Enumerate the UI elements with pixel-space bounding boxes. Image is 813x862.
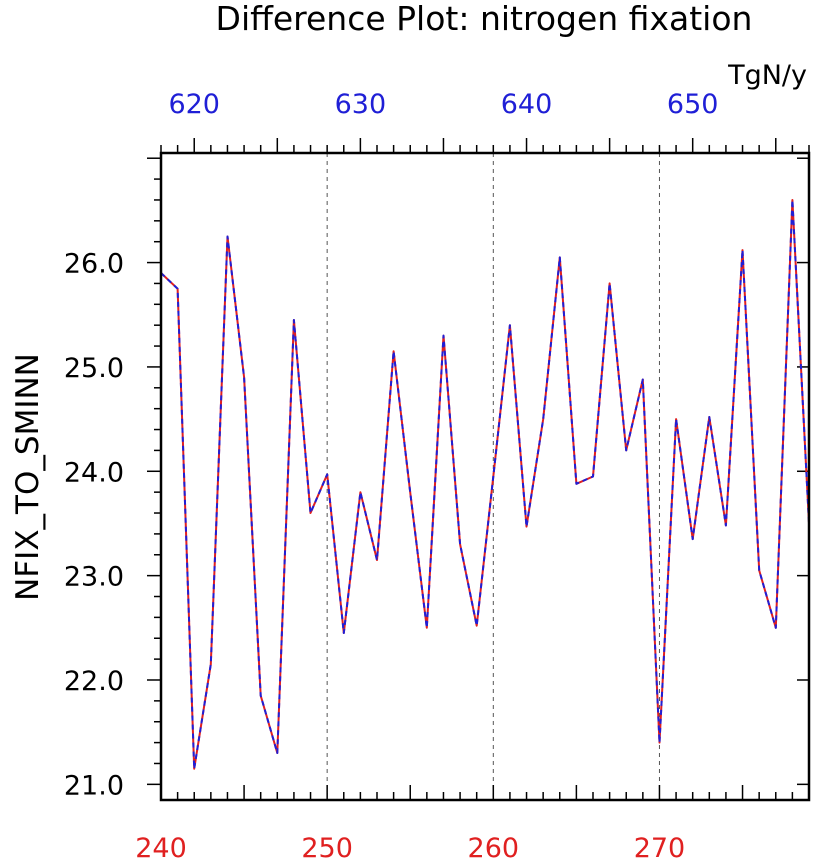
- data-series: [160, 199, 810, 770]
- chart-title: Difference Plot: nitrogen fixation: [216, 0, 753, 38]
- y-tick-label: 26.0: [64, 249, 124, 280]
- x-top-tick-label: 620: [168, 89, 220, 120]
- x-top-tick-label: 630: [335, 89, 387, 120]
- x-top-tick-label: 640: [501, 89, 553, 120]
- x-top-tick-label: 650: [667, 89, 719, 120]
- x-bottom-tick-label: 270: [634, 833, 686, 862]
- x-bottom-tick-label: 260: [468, 833, 520, 862]
- plot-frame: [159, 151, 811, 802]
- axis-ticks: [147, 138, 810, 800]
- series-line-blue: [160, 199, 810, 770]
- y-tick-label: 22.0: [64, 666, 124, 697]
- y-tick-label: 23.0: [64, 562, 124, 593]
- series-line-red: [160, 199, 810, 770]
- x-bottom-tick-label: 250: [301, 833, 353, 862]
- tick-labels: 240 250 260 270 620 630 640 650 21.0 22.0 23.0 24.0…: [64, 89, 719, 862]
- units-label: TgN/y: [727, 60, 807, 91]
- y-axis-label: NFIX_TO_SMINN: [10, 353, 46, 601]
- y-tick-label: 25.0: [64, 353, 124, 384]
- y-tick-label: 21.0: [64, 770, 124, 801]
- y-tick-label: 24.0: [64, 457, 124, 488]
- x-bottom-tick-label: 240: [135, 833, 187, 862]
